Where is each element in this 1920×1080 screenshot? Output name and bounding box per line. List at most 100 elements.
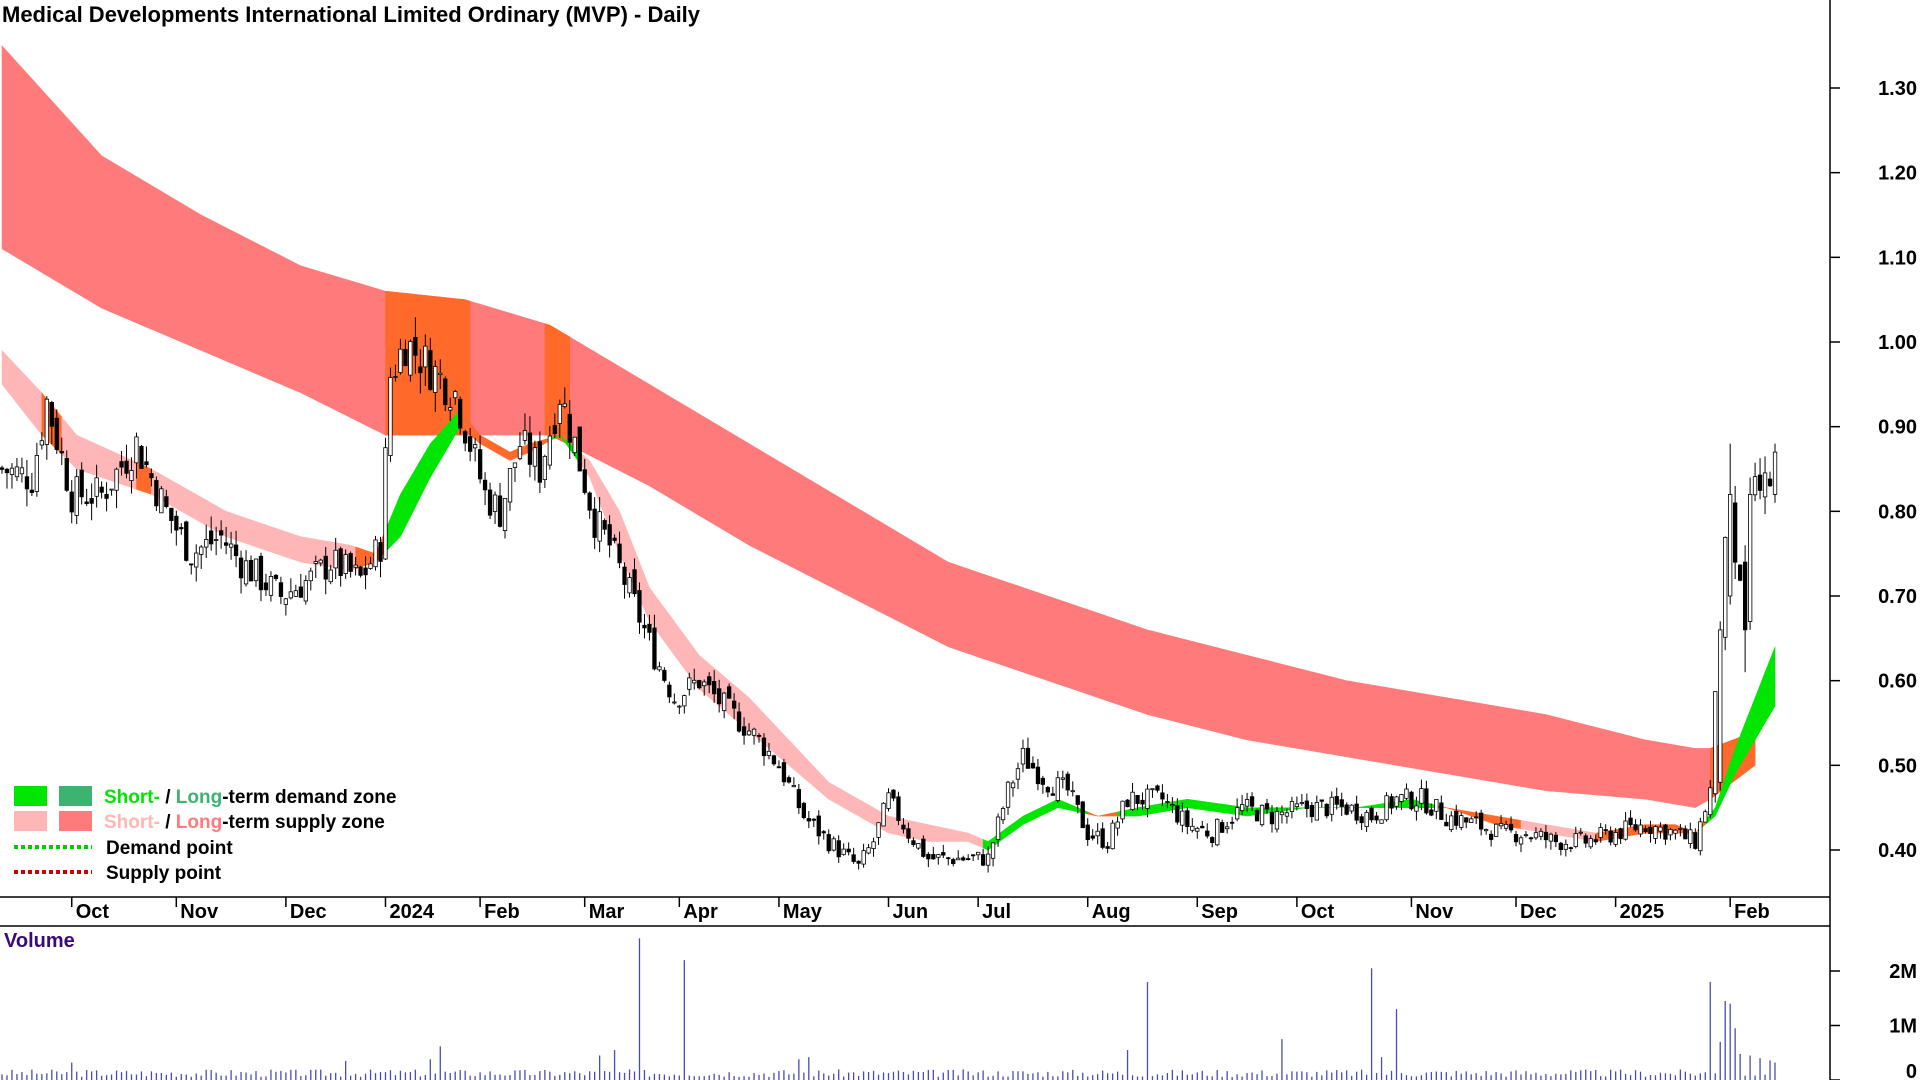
candle-body <box>1728 493 1733 597</box>
candle-body <box>393 376 398 378</box>
candle-body <box>1723 537 1728 638</box>
candle-body <box>547 435 552 466</box>
candle-body <box>906 828 911 839</box>
month-tick-label: Dec <box>1520 901 1557 923</box>
candle-body <box>1055 777 1060 801</box>
candle-body <box>487 489 493 516</box>
candle-body <box>746 730 752 736</box>
candle-body <box>921 838 926 857</box>
candle-body <box>1464 817 1469 823</box>
candle-body <box>1454 811 1459 826</box>
candle-body <box>1648 826 1653 835</box>
candle-body <box>1593 839 1598 843</box>
candle-body <box>293 590 299 597</box>
candle-body <box>428 350 433 390</box>
candle-body <box>408 340 413 376</box>
candle-body <box>298 586 304 598</box>
candle-body <box>1733 502 1738 563</box>
candle-body <box>761 737 767 757</box>
candle-body <box>1573 833 1578 847</box>
legend-supply-rest: -term supply zone <box>222 812 385 833</box>
month-tick-label: Feb <box>1734 901 1770 923</box>
candle-body <box>1653 826 1658 839</box>
candle-body <box>1623 820 1628 840</box>
candle-body <box>79 469 84 498</box>
candle-body <box>338 548 343 576</box>
candle-body <box>662 669 667 681</box>
candle-body <box>1429 809 1434 816</box>
candle-body <box>941 852 946 856</box>
candle-body <box>1683 828 1688 840</box>
candle-body <box>1489 833 1494 840</box>
legend-supply-long: Long <box>176 812 222 833</box>
candle-body <box>1718 629 1723 783</box>
price-tick-label: 0.40 <box>1878 840 1917 862</box>
candle-body <box>1434 799 1439 812</box>
candle-body <box>1334 796 1339 805</box>
candle-body <box>208 530 214 545</box>
candle-body <box>1125 799 1130 808</box>
legend-demand-rest: -term demand zone <box>222 787 396 808</box>
candle-body <box>1703 811 1708 823</box>
candle-body <box>358 566 363 576</box>
candle-body <box>657 666 662 671</box>
candle-body <box>697 680 702 689</box>
candle-body <box>194 552 199 568</box>
month-tick-label: Sep <box>1201 901 1238 923</box>
candle-body <box>1145 788 1150 809</box>
candle-body <box>1548 833 1553 842</box>
candle-body <box>1135 795 1140 805</box>
candle-body <box>497 495 503 527</box>
candle-body <box>233 544 239 557</box>
candle-body <box>527 432 533 465</box>
candle-body <box>1498 823 1504 827</box>
candle-body <box>154 480 159 507</box>
candle-body <box>59 451 64 454</box>
candle-body <box>1155 785 1160 791</box>
candle-body <box>677 705 682 708</box>
candle-body <box>687 677 692 690</box>
candle-body <box>572 436 577 454</box>
candle-body <box>961 857 966 861</box>
candle-body <box>258 555 264 591</box>
candle-body <box>4 468 10 474</box>
candle-body <box>502 497 508 531</box>
candle-body <box>1588 838 1593 848</box>
candle-body <box>1528 837 1534 840</box>
volume-tick-label: 2M <box>1889 961 1917 983</box>
candle-body <box>1598 827 1603 838</box>
candle-body <box>263 582 269 591</box>
candle-body <box>1708 787 1713 816</box>
candle-body <box>971 854 976 857</box>
candles-layer <box>0 317 1778 873</box>
candle-body <box>1289 801 1295 813</box>
candle-body <box>144 461 149 466</box>
candle-body <box>1274 811 1280 830</box>
candle-body <box>453 391 458 399</box>
candle-body <box>398 348 403 374</box>
candle-body <box>557 403 562 424</box>
candle-body <box>472 444 478 449</box>
candle-body <box>184 521 189 561</box>
candle-body <box>1210 837 1215 843</box>
candle-body <box>228 543 234 548</box>
candle-body <box>54 417 59 450</box>
month-x-ticks: Oct Nov Dec 2024 Feb Mar Apr May Jun Jul Aug Sep Oct… <box>70 897 1770 923</box>
candle-body <box>1200 825 1205 829</box>
candle-body <box>1264 803 1270 810</box>
candle-body <box>189 563 194 566</box>
candle-body <box>1603 829 1608 831</box>
candle-body <box>368 563 373 569</box>
candle-body <box>1713 691 1718 795</box>
candle-body <box>74 476 79 516</box>
candle-body <box>607 524 612 546</box>
candle-body <box>946 857 951 860</box>
long-term-conflict-zone-1 <box>544 323 571 446</box>
candle-body <box>1235 807 1240 820</box>
candle-body <box>1025 747 1031 769</box>
candle-body <box>1070 790 1075 793</box>
volume-bars <box>1 938 1776 1080</box>
candle-body <box>806 818 811 822</box>
candle-body <box>781 762 787 783</box>
candle-body <box>243 560 249 585</box>
